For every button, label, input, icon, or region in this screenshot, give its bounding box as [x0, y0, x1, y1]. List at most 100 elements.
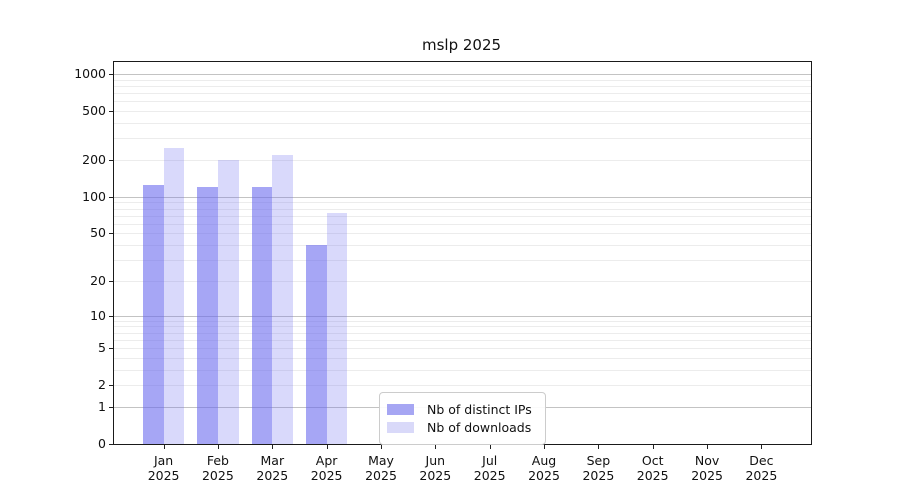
- y-tick-mark: [109, 159, 113, 161]
- x-tick-label: Oct 2025: [621, 453, 685, 483]
- x-tick-month: May: [368, 453, 394, 468]
- x-tick-year: 2025: [528, 467, 560, 483]
- x-tick-mark: [544, 445, 545, 449]
- bar: [142, 185, 164, 444]
- x-tick-year: 2025: [419, 467, 452, 483]
- x-tick-month: Apr: [315, 453, 338, 468]
- gridline-minor: [114, 339, 811, 341]
- y-tick-mark: [109, 406, 113, 408]
- gridline-minor: [114, 233, 811, 235]
- x-tick-mark: [381, 445, 382, 449]
- bar: [163, 148, 185, 444]
- gridline-minor: [114, 202, 811, 204]
- y-tick-mark: [109, 385, 113, 387]
- x-tick-month: Jan: [153, 453, 174, 468]
- x-tick-year: 2025: [147, 467, 180, 483]
- bar: [251, 187, 273, 444]
- gridline-minor: [114, 122, 811, 124]
- bar: [217, 159, 239, 444]
- legend-swatch: [387, 403, 414, 415]
- gridline-minor: [114, 101, 811, 103]
- x-tick-year: 2025: [310, 467, 343, 483]
- y-tick-mark: [109, 111, 113, 112]
- gridline-major: [114, 73, 811, 75]
- gridline-minor: [114, 357, 811, 359]
- gridline-minor: [114, 320, 811, 322]
- x-tick-label: Feb 2025: [186, 453, 250, 483]
- x-tick-mark: [163, 445, 165, 449]
- x-tick-year: 2025: [636, 467, 669, 483]
- x-tick-year: 2025: [365, 467, 397, 483]
- x-tick-label: Jan 2025: [132, 453, 196, 483]
- y-tick-label: 0: [98, 436, 106, 451]
- bar: [272, 154, 294, 444]
- x-tick-month: Sep: [586, 453, 611, 468]
- y-tick-label: 500: [82, 103, 106, 118]
- y-tick-label: 10: [90, 307, 106, 323]
- y-tick-label: 100: [82, 188, 106, 204]
- x-tick-mark: [761, 445, 763, 449]
- x-tick-year: 2025: [256, 467, 289, 483]
- y-tick-label: 1: [98, 398, 106, 414]
- x-tick-month: Oct: [641, 453, 664, 468]
- x-tick-mark: [652, 445, 654, 449]
- x-tick-year: 2025: [582, 467, 615, 483]
- gridline-major: [114, 196, 811, 198]
- x-tick-label: Nov 2025: [675, 453, 739, 483]
- x-tick-label: Jul 2025: [458, 453, 522, 483]
- gridline-minor: [114, 138, 811, 140]
- legend: Nb of distinct IPs Nb of downloads: [379, 392, 546, 445]
- plot-area: 0 1 2 5 10 20 50 100 200 500 1000 Jan 2025 Feb 2025 Mar…: [74, 61, 812, 482]
- gridline-minor: [114, 85, 811, 87]
- x-tick-label: Jun 2025: [403, 453, 467, 483]
- x-tick-mark: [435, 445, 437, 449]
- x-tick-mark: [217, 445, 219, 449]
- y-tick-mark: [109, 315, 113, 317]
- legend-label: Nb of distinct IPs: [427, 401, 532, 417]
- y-tick-mark: [109, 196, 113, 198]
- y-tick-mark: [109, 280, 113, 282]
- x-tick-label: May 2025: [349, 453, 413, 483]
- y-tick-label: 2: [98, 377, 106, 393]
- gridline-minor: [114, 280, 811, 282]
- legend-swatch: [387, 421, 414, 433]
- bar: [326, 212, 348, 444]
- x-tick-month: Feb: [206, 453, 229, 468]
- gridline-minor: [114, 385, 811, 387]
- x-tick-mark: [272, 445, 274, 449]
- legend-row: Nb of downloads: [387, 419, 536, 435]
- legend-row: Nb of distinct IPs: [387, 401, 536, 417]
- x-tick-mark: [326, 445, 328, 449]
- x-tick-year: 2025: [745, 467, 778, 483]
- y-tick-mark: [109, 73, 113, 75]
- gridline-minor: [114, 332, 811, 334]
- y-tick-mark: [109, 348, 113, 349]
- y-tick-label: 5: [98, 340, 106, 355]
- x-tick-year: 2025: [473, 467, 506, 483]
- gridline-minor: [114, 159, 811, 161]
- y-tick-mark: [109, 444, 113, 445]
- bar: [197, 187, 218, 444]
- chart-title: mslp 2025: [421, 36, 502, 54]
- x-tick-label: Apr 2025: [295, 453, 359, 483]
- gridline-minor: [114, 79, 811, 81]
- x-tick-label: Aug 2025: [512, 453, 576, 483]
- gridline-minor: [114, 326, 811, 328]
- x-tick-year: 2025: [201, 467, 234, 483]
- x-tick-month: Jul: [482, 453, 498, 468]
- bar: [305, 245, 327, 444]
- x-tick-month: Dec: [749, 453, 774, 468]
- gridline-minor: [114, 245, 811, 247]
- x-tick-mark: [707, 445, 709, 449]
- gridline-minor: [114, 208, 811, 210]
- x-tick-label: Dec 2025: [729, 453, 793, 483]
- gridline-minor: [114, 111, 811, 112]
- y-tick-label: 50: [90, 225, 106, 241]
- y-tick-label: 20: [90, 272, 106, 288]
- gridline-minor: [114, 260, 811, 262]
- gridline-minor: [114, 369, 811, 371]
- y-tick-label: 1000: [74, 65, 106, 81]
- gridline-minor: [114, 93, 811, 94]
- x-tick-month: Nov: [694, 453, 720, 468]
- x-tick-mark: [489, 445, 491, 449]
